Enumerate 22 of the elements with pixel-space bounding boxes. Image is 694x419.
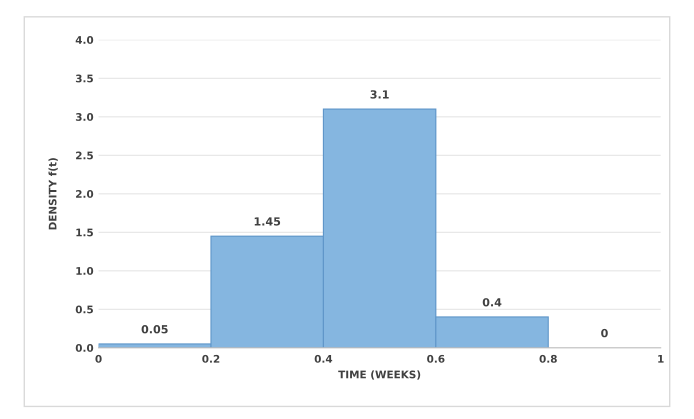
x-tick-label: 0.4: [314, 354, 332, 363]
x-axis-title: TIME (WEEKS): [338, 370, 420, 380]
x-tick-label: 0.6: [427, 354, 444, 363]
y-axis-title: DENSITY f(t): [48, 158, 58, 230]
data-label: 1.45: [254, 217, 280, 226]
data-label: 3.1: [370, 90, 389, 99]
y-tick-label: 2.0: [76, 190, 94, 198]
x-tick-label: 1: [658, 355, 664, 363]
x-tick-label: 0.8: [540, 354, 557, 363]
y-tick-label: 1.5: [76, 228, 93, 236]
x-tick-label: 0.2: [202, 354, 220, 363]
data-label: 0: [601, 328, 608, 338]
y-tick-label: 4.0: [76, 36, 94, 44]
data-label: 0.05: [142, 325, 168, 334]
y-tick-label: 3.0: [76, 113, 94, 121]
y-tick-label: 2.5: [76, 152, 93, 160]
y-tick-label: 0.5: [76, 306, 93, 314]
y-tick-label: 1.0: [76, 267, 94, 275]
y-tick-label: 3.5: [76, 74, 93, 82]
y-tick-label: 0.0: [76, 344, 94, 352]
x-tick-label: 0: [95, 354, 102, 363]
data-label: 0.4: [482, 298, 502, 306]
